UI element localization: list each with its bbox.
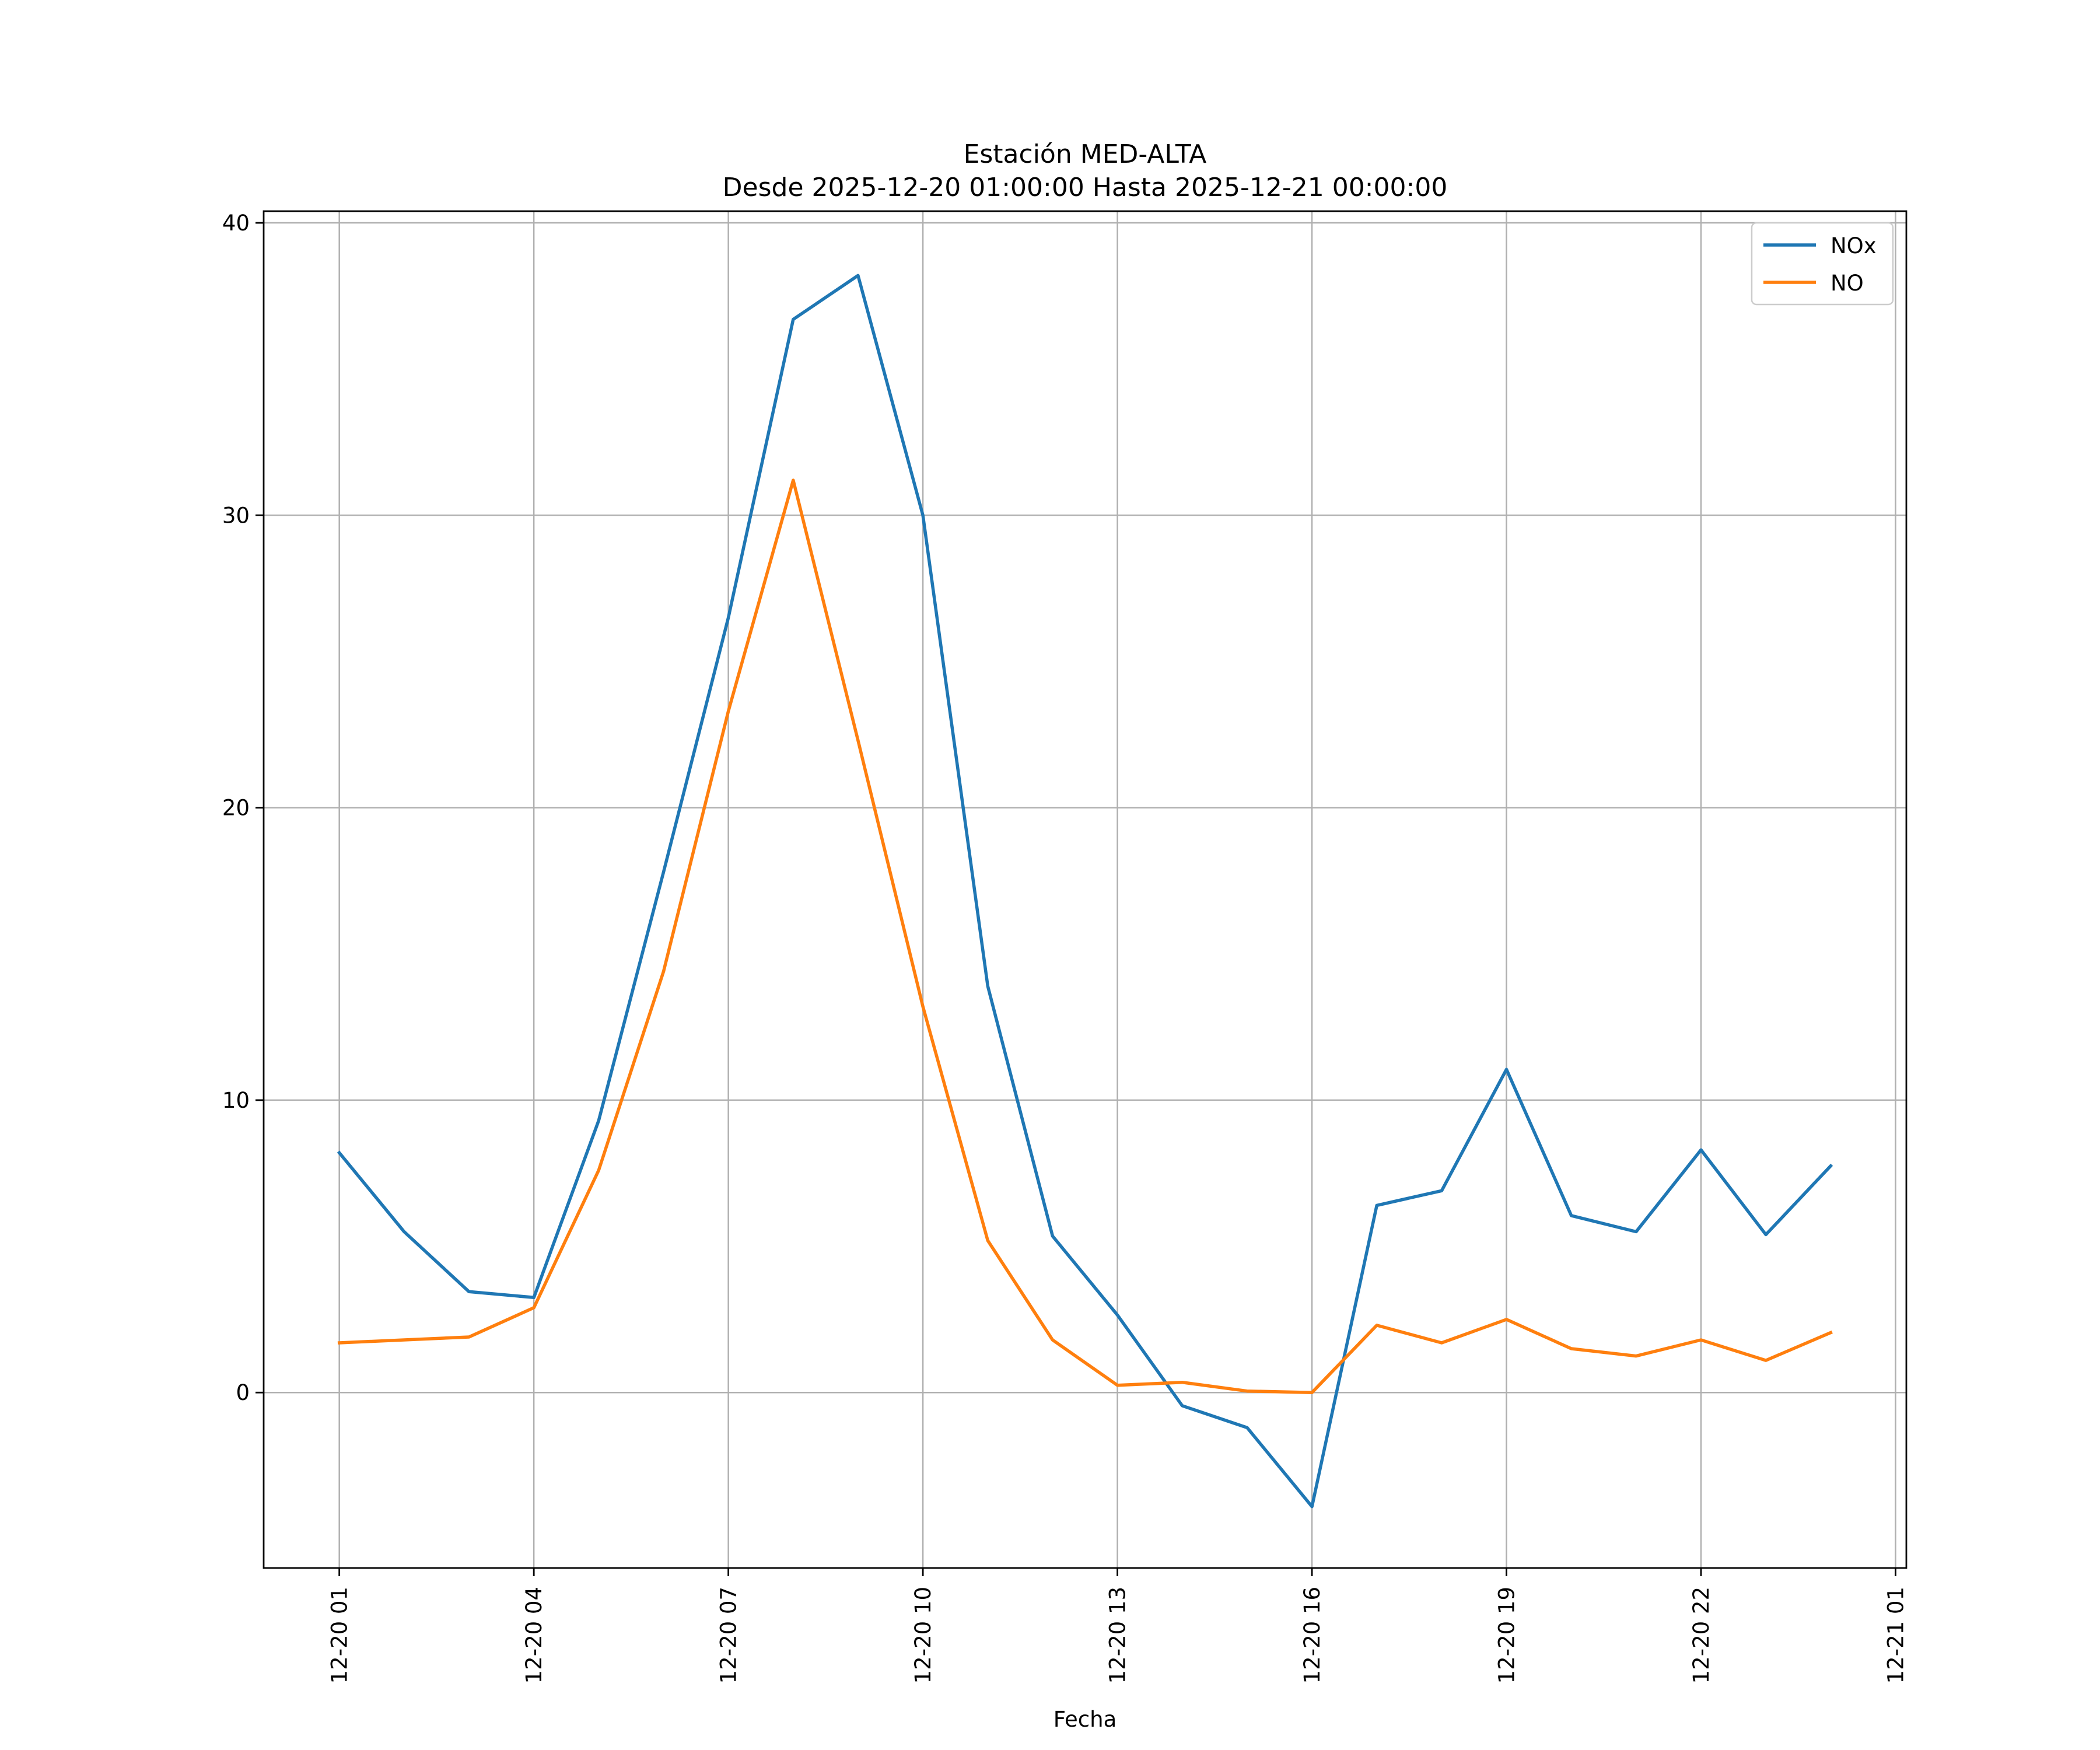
x-tick-label: 12-20 07 xyxy=(716,1587,741,1684)
x-tick-label: 12-20 16 xyxy=(1300,1587,1325,1684)
tick-layer: 12-20 01 12-20 04 12-20 07 12-20 10 12-20 13… xyxy=(222,211,1909,1684)
y-tick-label: 30 xyxy=(222,503,250,528)
x-tick-label: 12-20 01 xyxy=(327,1587,352,1684)
chart-subtitle: Desde 2025-12-20 01:00:00 Hasta 2025-12-… xyxy=(723,173,1448,202)
y-tick-label: 20 xyxy=(222,796,250,821)
y-tick-label: 0 xyxy=(236,1380,250,1405)
series-line-no xyxy=(337,478,1833,1394)
y-tick-label: 10 xyxy=(222,1088,250,1113)
legend: NOx NO xyxy=(1751,222,1894,306)
grid-layer xyxy=(264,211,1906,1568)
x-tick-label: 12-20 22 xyxy=(1689,1587,1714,1684)
x-tick-label: 12-20 04 xyxy=(522,1587,547,1684)
legend-label-no: NO xyxy=(1831,271,1864,296)
y-tick-label: 40 xyxy=(222,211,250,236)
chart-title: Estación MED-ALTA xyxy=(964,139,1207,169)
plot-frame xyxy=(262,210,1908,1569)
x-tick-label: 12-21 01 xyxy=(1883,1587,1908,1684)
series-line-nox xyxy=(337,274,1833,1508)
x-tick-label: 12-20 19 xyxy=(1494,1587,1520,1684)
legend-label-nox: NOx xyxy=(1831,233,1877,258)
x-tick-label: 12-20 13 xyxy=(1105,1587,1130,1684)
series-layer xyxy=(337,274,1833,1508)
legend-box xyxy=(1751,222,1894,306)
x-tick-label: 12-20 10 xyxy=(911,1587,936,1684)
x-axis-label: Fecha xyxy=(1054,1707,1117,1732)
